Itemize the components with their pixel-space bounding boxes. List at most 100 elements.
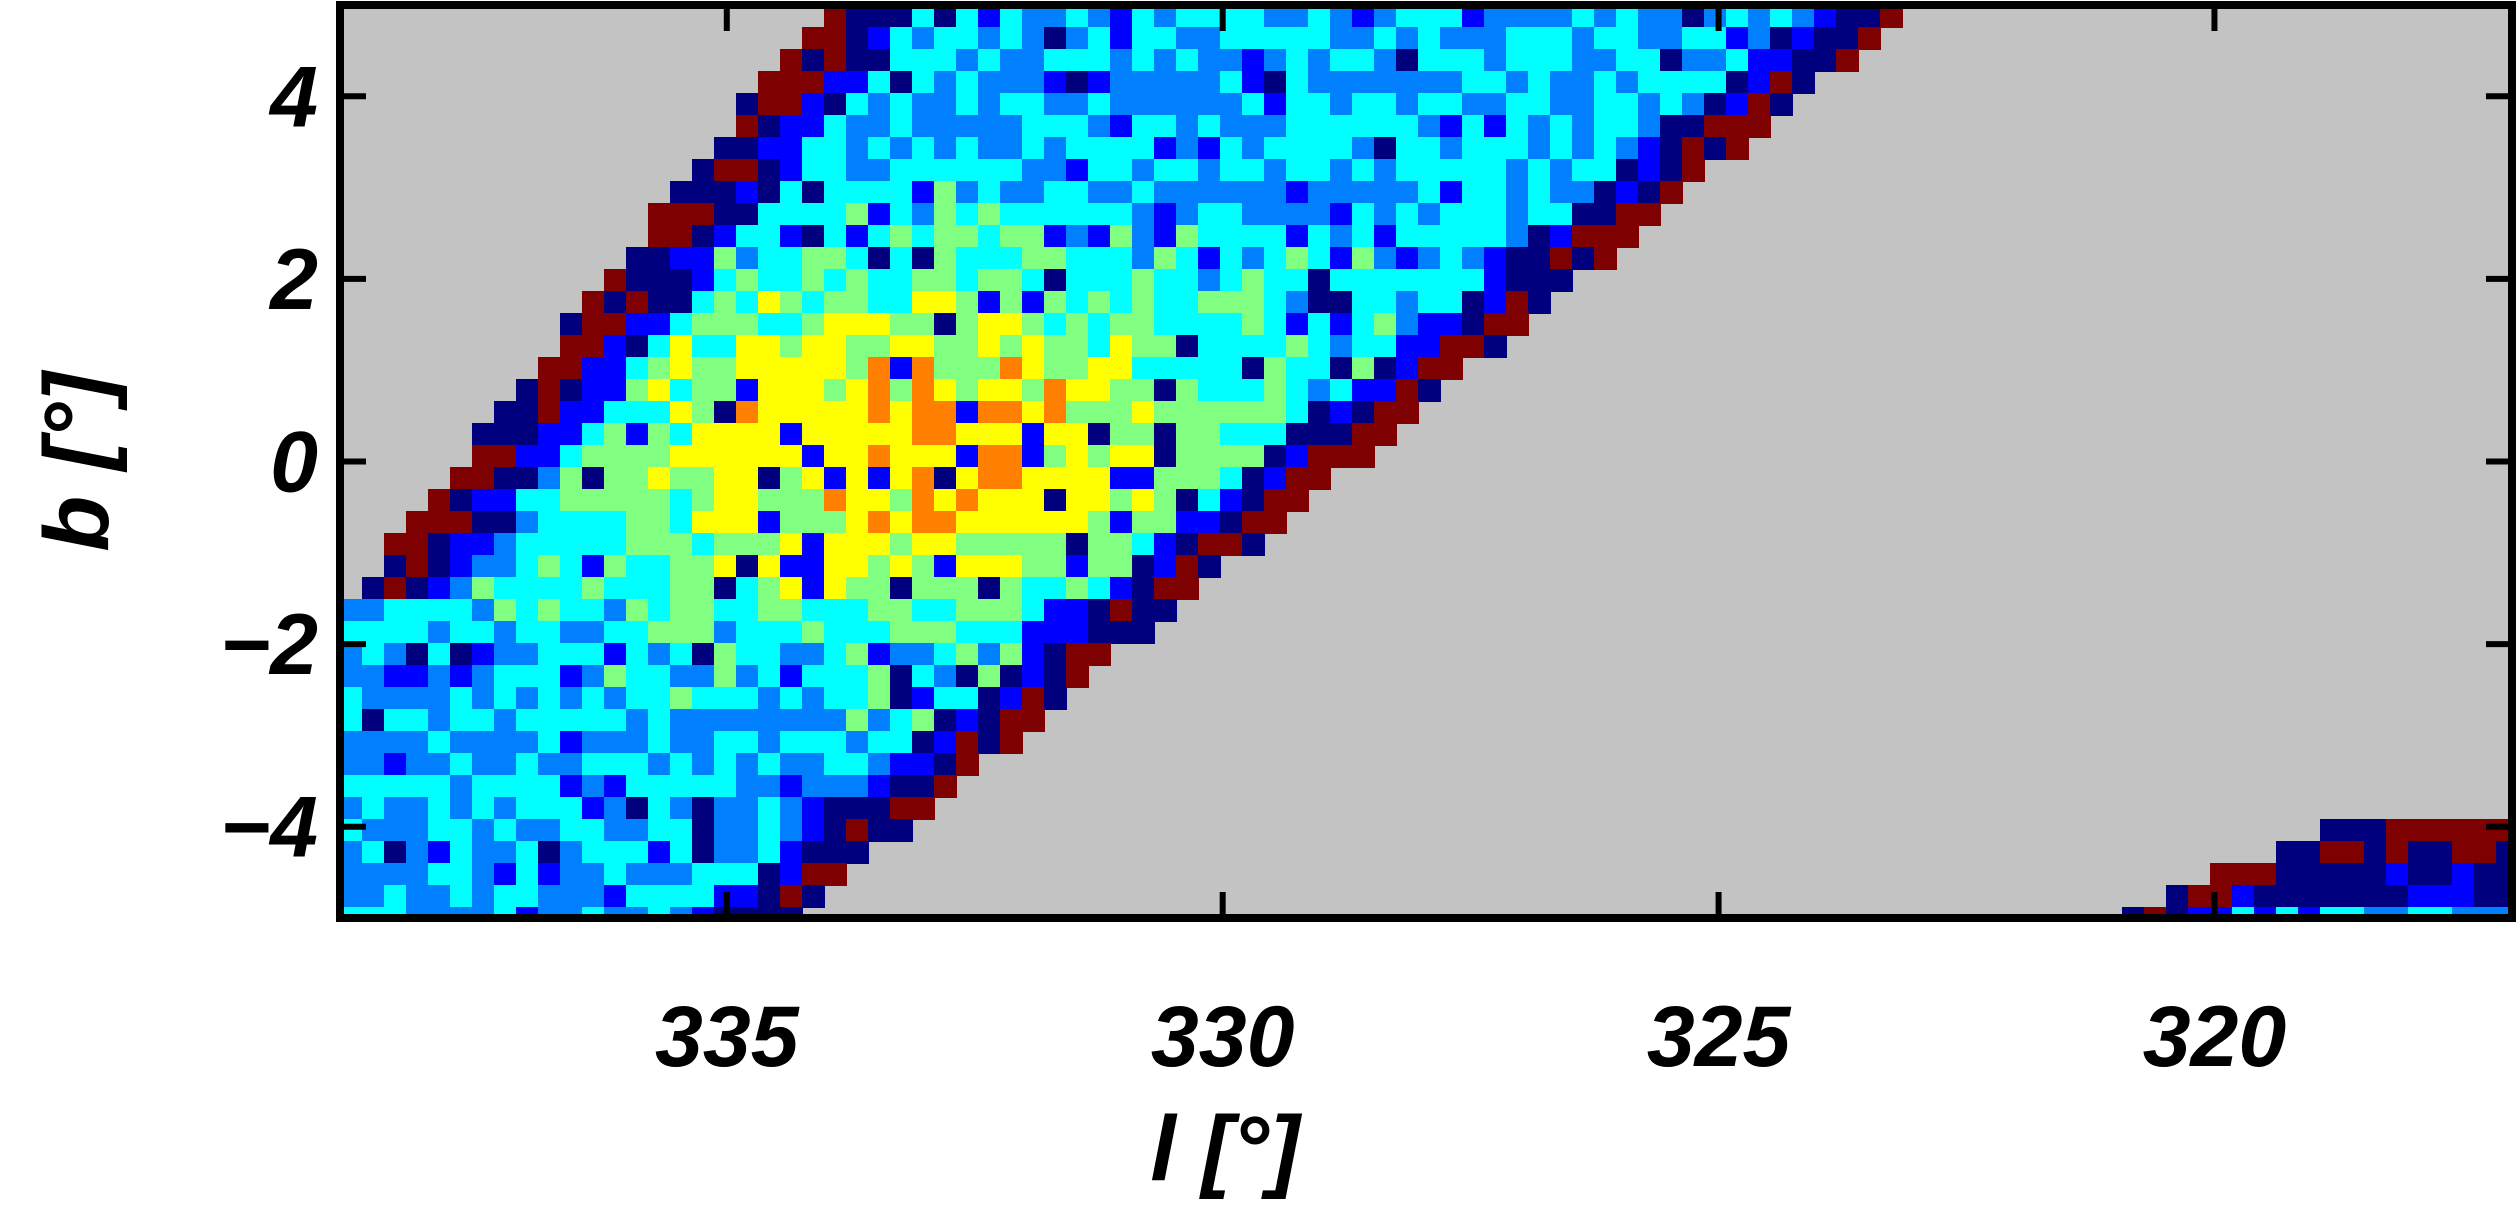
heatmap-cell: [384, 753, 407, 776]
heatmap-cell: [2122, 907, 2145, 918]
heatmap-cell: [384, 665, 407, 688]
heatmap-cell: [1638, 115, 1661, 138]
heatmap-cell: [692, 797, 715, 820]
heatmap-cell: [714, 687, 737, 710]
heatmap-cell: [890, 687, 913, 710]
heatmap-cell: [1132, 137, 1155, 160]
heatmap-cell: [978, 357, 1001, 380]
heatmap-cell: [1088, 115, 1111, 138]
heatmap-cell: [1396, 115, 1419, 138]
heatmap-cell: [868, 137, 891, 160]
heatmap-cell: [692, 379, 715, 402]
heatmap-cell: [362, 907, 385, 918]
heatmap-cell: [1088, 27, 1111, 50]
heatmap-cell: [450, 907, 473, 918]
heatmap-cell: [494, 709, 517, 732]
heatmap-cell: [934, 753, 957, 776]
heatmap-cell: [1264, 489, 1287, 512]
heatmap-cell: [1528, 93, 1551, 116]
heatmap-cell: [1044, 203, 1067, 226]
heatmap-cell: [1616, 27, 1639, 50]
heatmap-cell: [1440, 137, 1463, 160]
heatmap-cell: [472, 577, 495, 600]
heatmap-cell: [1440, 181, 1463, 204]
heatmap-cell: [868, 555, 891, 578]
heatmap-cell: [516, 819, 539, 842]
heatmap-cell: [604, 511, 627, 534]
heatmap-cell: [626, 863, 649, 886]
heatmap-cell: [494, 467, 517, 490]
heatmap-cell: [1264, 247, 1287, 270]
y-tick-label: 2: [268, 232, 318, 328]
heatmap-cell: [582, 291, 605, 314]
heatmap-cell: [428, 797, 451, 820]
heatmap-cell: [824, 819, 847, 842]
heatmap-cell: [626, 555, 649, 578]
heatmap-cell: [450, 467, 473, 490]
heatmap-cell: [934, 665, 957, 688]
heatmap-cell: [538, 665, 561, 688]
heatmap-cell: [912, 577, 935, 600]
heatmap-cell: [714, 357, 737, 380]
heatmap-cell: [1374, 269, 1397, 292]
heatmap-cell: [846, 203, 869, 226]
heatmap-cell: [934, 93, 957, 116]
heatmap-cell: [648, 709, 671, 732]
heatmap-cell: [824, 247, 847, 270]
heatmap-cell: [802, 401, 825, 424]
heatmap-cell: [362, 775, 385, 798]
heatmap-cell: [428, 577, 451, 600]
heatmap-cell: [1264, 445, 1287, 468]
heatmap-cell: [978, 49, 1001, 72]
heatmap-cell: [846, 181, 869, 204]
heatmap-cell: [736, 687, 759, 710]
heatmap-cell: [472, 907, 495, 918]
heatmap-cell: [2298, 907, 2321, 918]
heatmap-cell: [472, 709, 495, 732]
heatmap-cell: [780, 467, 803, 490]
heatmap-cell: [890, 555, 913, 578]
heatmap-cell: [1660, 159, 1683, 182]
heatmap-cell: [868, 665, 891, 688]
heatmap-cell: [1242, 115, 1265, 138]
heatmap-cell: [1044, 27, 1067, 50]
heatmap-cell: [1418, 27, 1441, 50]
heatmap-cell: [758, 907, 781, 918]
heatmap-cell: [1286, 225, 1309, 248]
heatmap-cell: [978, 643, 1001, 666]
heatmap-cell: [802, 269, 825, 292]
heatmap-cell: [1396, 93, 1419, 116]
heatmap-cell: [1770, 93, 1793, 116]
heatmap-cell: [1638, 203, 1661, 226]
heatmap-cell: [758, 709, 781, 732]
heatmap-cell: [1572, 247, 1595, 270]
heatmap-cell: [1462, 247, 1485, 270]
heatmap-cell: [2430, 907, 2453, 918]
heatmap-cell: [648, 665, 671, 688]
heatmap-cell: [1286, 137, 1309, 160]
heatmap-cell: [934, 159, 957, 182]
heatmap-cell: [1110, 313, 1133, 336]
heatmap-cell: [1550, 247, 1573, 270]
heatmap-cell: [626, 335, 649, 358]
heatmap-cell: [912, 71, 935, 94]
heatmap-cell: [340, 643, 363, 666]
heatmap-cell: [406, 511, 429, 534]
heatmap-cell: [912, 489, 935, 512]
heatmap-cell: [2232, 885, 2255, 908]
heatmap-cell: [626, 577, 649, 600]
heatmap-cell: [670, 291, 693, 314]
heatmap-cell: [692, 335, 715, 358]
heatmap-cell: [934, 621, 957, 644]
heatmap-cell: [1352, 401, 1375, 424]
heatmap-cell: [1154, 357, 1177, 380]
heatmap-cell: [758, 93, 781, 116]
heatmap-cell: [2298, 863, 2321, 886]
heatmap-cell: [2386, 841, 2409, 864]
heatmap-cell: [802, 731, 825, 754]
heatmap-cell: [626, 885, 649, 908]
heatmap-cell: [1110, 555, 1133, 578]
heatmap-cell: [758, 599, 781, 622]
heatmap-cell: [714, 797, 737, 820]
heatmap-cell: [450, 511, 473, 534]
